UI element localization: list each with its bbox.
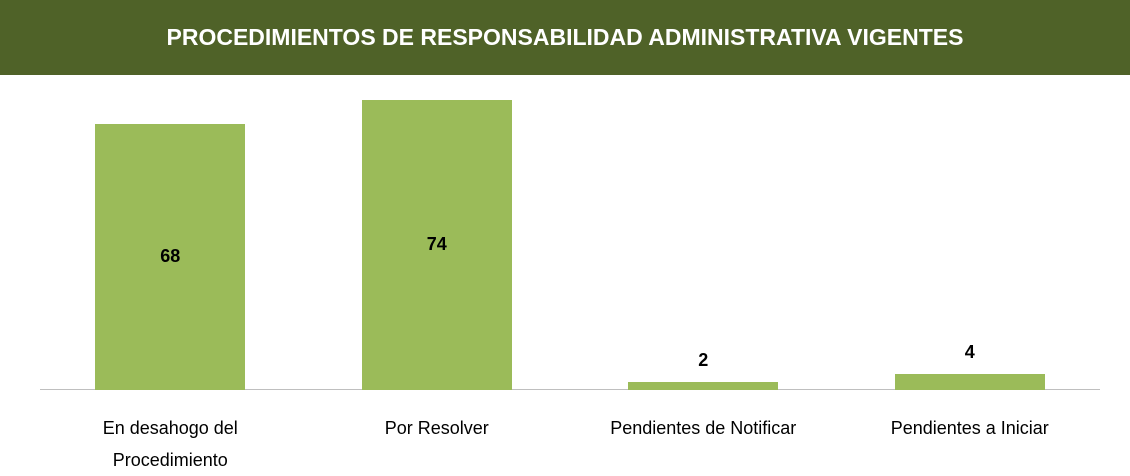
- x-tick-label: Pendientes de Notificar: [610, 418, 797, 438]
- bar: [95, 123, 246, 390]
- x-tick-label: En desahogo del Procedimiento: [102, 418, 238, 470]
- x-tick-label: Por Resolver: [384, 418, 489, 438]
- x-tick-label: Pendientes a Iniciar: [890, 418, 1049, 438]
- bar: [361, 100, 512, 390]
- data-label: 2: [698, 350, 709, 371]
- data-label: 4: [964, 342, 975, 363]
- bar: [628, 382, 779, 390]
- chart-title: PROCEDIMIENTOS DE RESPONSABILIDAD ADMINI…: [166, 24, 964, 50]
- bar: [894, 374, 1045, 390]
- data-label: 74: [426, 234, 447, 254]
- baseline: [40, 389, 1100, 390]
- data-label: 68: [160, 245, 181, 266]
- title-banner: [0, 0, 1130, 75]
